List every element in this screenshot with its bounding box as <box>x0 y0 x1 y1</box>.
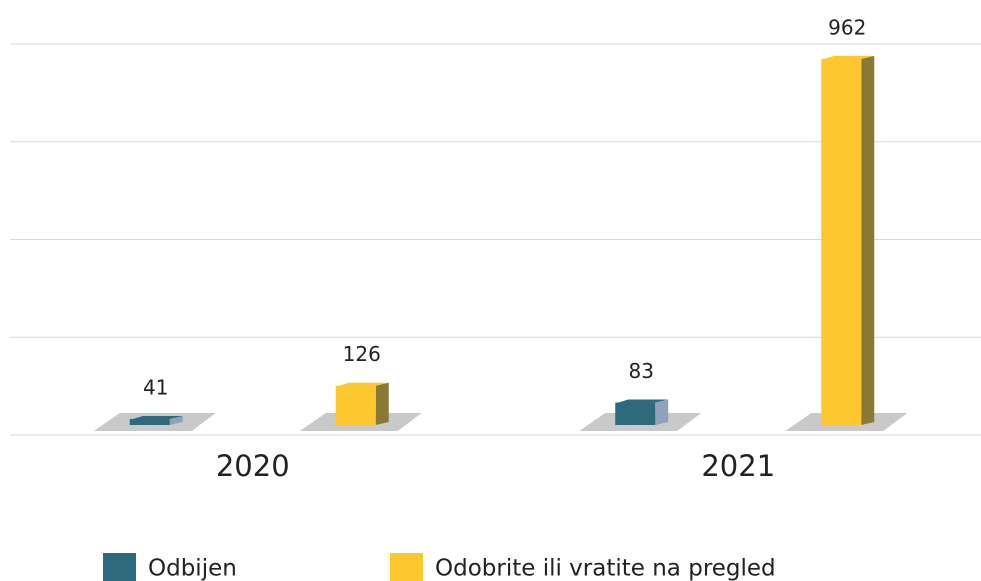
bar-side <box>655 399 669 425</box>
bar <box>335 385 376 425</box>
value-label: 962 <box>828 15 866 39</box>
bar-side <box>861 55 875 425</box>
value-label: 83 <box>629 359 654 383</box>
bar <box>615 402 656 425</box>
bar <box>129 418 170 425</box>
bar-side <box>375 382 389 425</box>
legend-label: Odobrite ili vratite na pregled <box>435 556 776 581</box>
value-label: 41 <box>143 375 168 399</box>
legend-swatch <box>390 553 423 581</box>
bar <box>821 58 862 425</box>
value-label: 126 <box>343 342 381 366</box>
legend-label: Odbijen <box>148 556 237 581</box>
bar-side <box>169 415 183 425</box>
legend-swatch <box>103 553 136 581</box>
x-tick-label: 2020 <box>216 449 290 483</box>
x-tick-label: 2021 <box>701 449 775 483</box>
